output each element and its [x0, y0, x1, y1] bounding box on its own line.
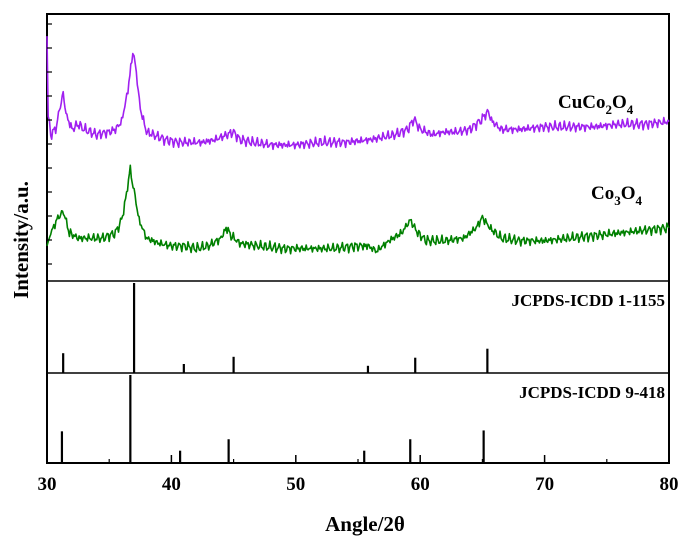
reference-label: JCPDS-ICDD 1-1155 — [512, 291, 665, 310]
x-tick-label: 50 — [286, 474, 305, 495]
label-sub: 2 — [606, 102, 613, 117]
series-label: Co3O4 — [591, 183, 643, 208]
label-mid: O — [612, 92, 627, 113]
reference-layer: JCPDS-ICDD 1-1155 JCPDS-ICDD 9-418 — [60, 283, 665, 463]
tick-layer: 30 40 50 60 70 80 — [38, 23, 679, 495]
x-tick-label: 60 — [411, 474, 430, 495]
label-sub: 3 — [614, 193, 621, 208]
label-mid: O — [621, 183, 636, 204]
reference-label: JCPDS-ICDD 9-418 — [519, 383, 665, 402]
y-axis-title: Intensity/a.u. — [9, 181, 33, 299]
series-line-0 — [46, 36, 670, 151]
x-tick-label: 30 — [38, 474, 57, 495]
label-base: Co — [591, 183, 614, 204]
x-tick-label: 80 — [660, 474, 679, 495]
x-axis-title: Angle/2θ — [325, 512, 405, 536]
label-sub: 4 — [636, 193, 643, 208]
label-sub: 4 — [627, 102, 634, 117]
label-base: CuCo — [558, 92, 606, 113]
series-line-1 — [46, 164, 670, 255]
series-label: CuCo2O4 — [558, 92, 634, 117]
x-tick-label: 70 — [535, 474, 554, 495]
x-tick-label: 40 — [162, 474, 181, 495]
